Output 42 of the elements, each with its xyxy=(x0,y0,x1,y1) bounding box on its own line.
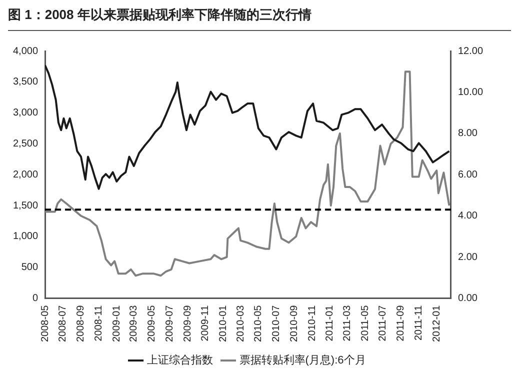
legend-label: 票据转贴利率(月息):6个月 xyxy=(239,354,366,367)
y2-tick-label: 4.00 xyxy=(458,210,478,222)
x-tick-label: 2010-09 xyxy=(289,304,300,342)
x-tick-label: 2009-03 xyxy=(128,304,140,342)
x-tick-label: 2010-01 xyxy=(218,304,230,342)
y-tick-label: 2,000 xyxy=(12,169,38,180)
x-tick-label: 2008-05 xyxy=(40,304,51,342)
x-tick-label: 2010-11 xyxy=(306,304,318,342)
x-tick-label: 2010-07 xyxy=(270,304,282,342)
x-tick-label: 2011-07 xyxy=(378,304,389,342)
y2-tick-label: 2.00 xyxy=(458,252,478,263)
x-tick-label: 2011-01 xyxy=(324,304,336,342)
x-tick-label: 2009-07 xyxy=(164,304,176,342)
x-tick-label: 2011-09 xyxy=(396,304,407,342)
legend-label: 上证综合指数 xyxy=(146,354,213,367)
y-tick-label: 3,000 xyxy=(12,108,38,119)
x-tick-label: 2011-03 xyxy=(342,304,353,342)
y2-tick-label: 8.00 xyxy=(458,128,478,140)
y-tick-label: 4,000 xyxy=(12,46,38,57)
y-tick-label: 0 xyxy=(32,293,38,304)
y2-tick-label: 6.00 xyxy=(458,169,478,180)
x-tick-label: 2010-05 xyxy=(253,304,264,342)
x-tick-label: 2008-09 xyxy=(76,304,87,342)
x-tick-label: 2008-11 xyxy=(94,304,105,342)
y2-tick-label: 10.00 xyxy=(458,86,484,98)
x-tick-label: 2008-07 xyxy=(58,304,69,342)
y-tick-label: 500 xyxy=(21,262,38,274)
x-tick-label: 2009-05 xyxy=(146,304,158,342)
y-tick-label: 1,000 xyxy=(12,231,38,242)
x-tick-label: 2011-11 xyxy=(414,304,425,341)
x-tick-label: 2009-01 xyxy=(111,304,122,342)
x-tick-label: 2010-03 xyxy=(235,304,246,342)
y-tick-label: 1,500 xyxy=(12,200,38,212)
x-tick-label: 2009-11 xyxy=(200,304,212,342)
x-tick-label: 2011-05 xyxy=(360,304,371,342)
x-tick-label: 2012-01 xyxy=(431,304,442,342)
y2-tick-label: 0.00 xyxy=(458,293,478,304)
y-tick-label: 3,500 xyxy=(12,76,38,88)
chart-title: 图 1：2008 年以来票据贴现利率下降伴随的三次行情 xyxy=(8,6,511,31)
y2-tick-label: 12.00 xyxy=(458,46,484,57)
x-tick-label: 2009-09 xyxy=(182,304,194,342)
y-tick-label: 2,500 xyxy=(12,138,38,150)
